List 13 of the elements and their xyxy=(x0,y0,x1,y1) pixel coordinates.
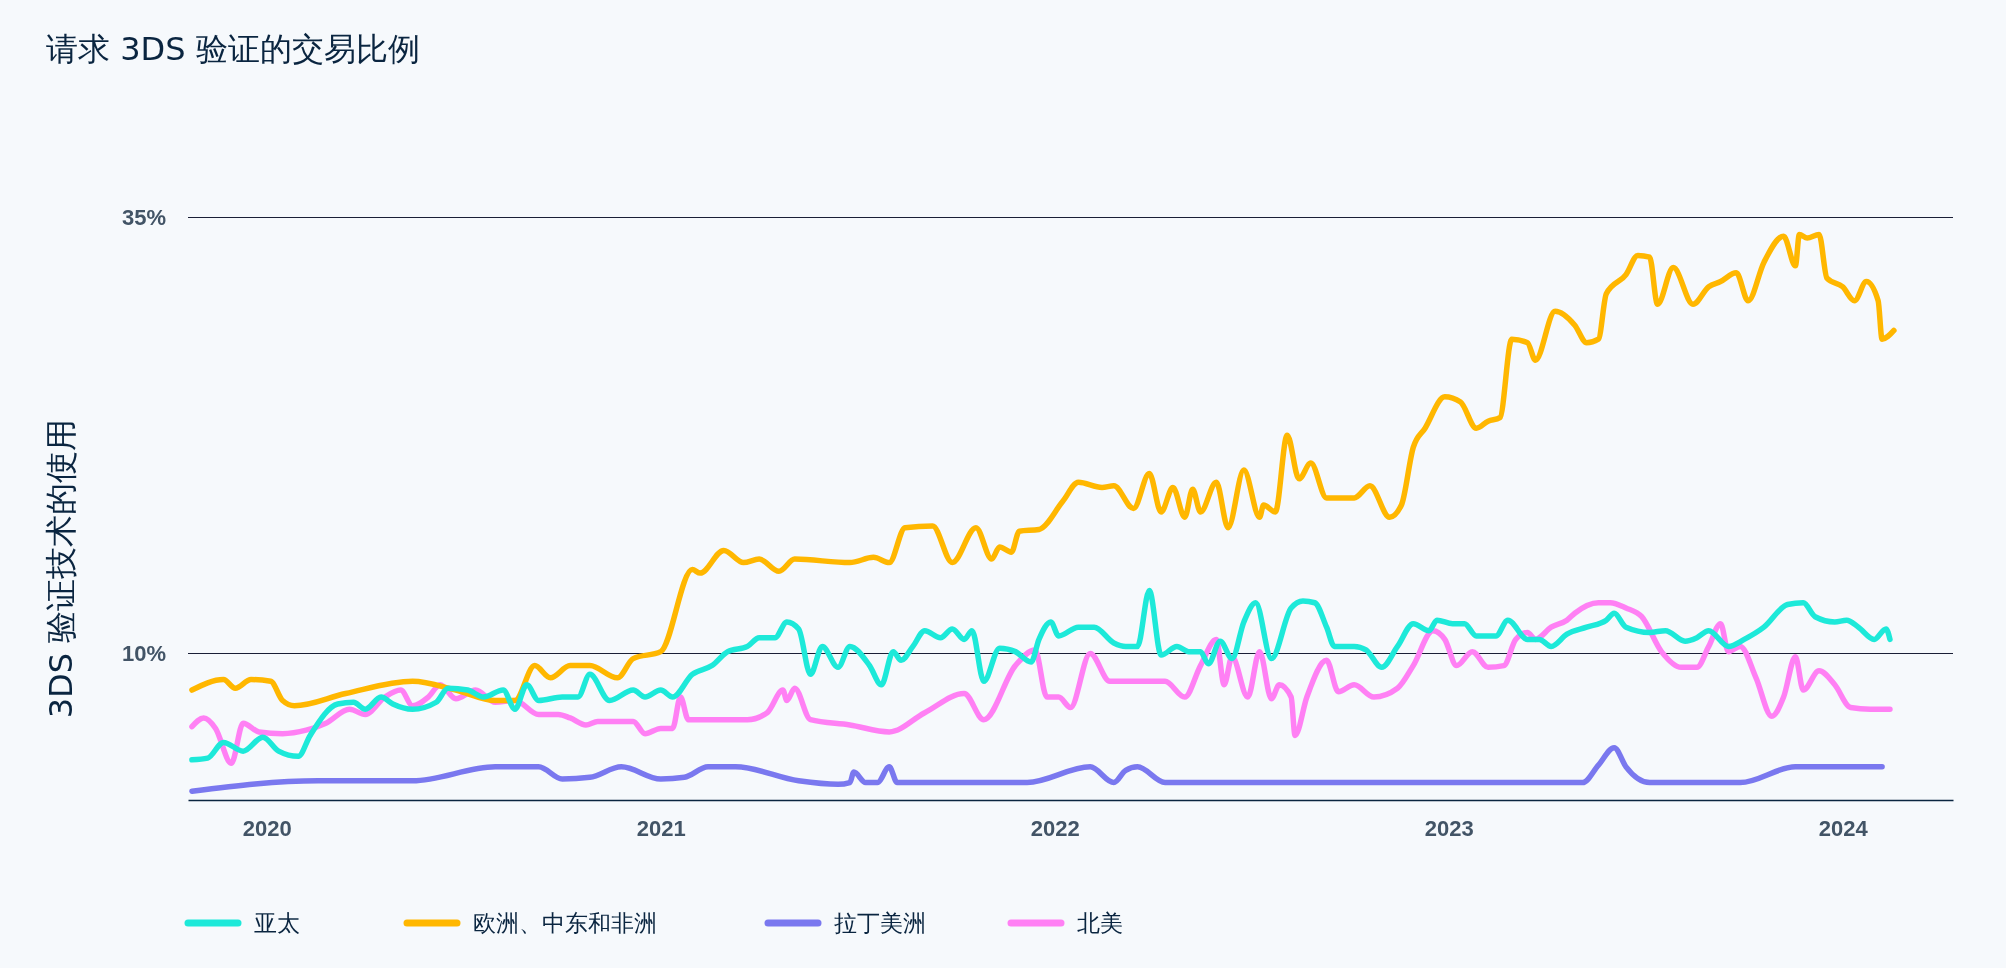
legend-label: 欧洲、中东和非洲 xyxy=(473,910,657,936)
legend-label: 北美 xyxy=(1077,910,1123,936)
x-tick-label: 2021 xyxy=(636,815,686,841)
x-tick-label: 2024 xyxy=(1818,815,1869,841)
x-tick-label: 2022 xyxy=(1030,815,1080,841)
y-axis-title: 3DS 验证技术的使用 xyxy=(42,418,80,719)
y-tick-label: 35% xyxy=(121,204,166,230)
y-tick-label: 10% xyxy=(121,640,166,666)
chart-title: 请求 3DS 验证的交易比例 xyxy=(46,30,420,68)
x-tick-label: 2023 xyxy=(1424,815,1474,841)
x-tick-label: 2020 xyxy=(242,815,292,841)
legend-label: 亚太 xyxy=(254,910,300,936)
legend-label: 拉丁美洲 xyxy=(834,910,926,936)
